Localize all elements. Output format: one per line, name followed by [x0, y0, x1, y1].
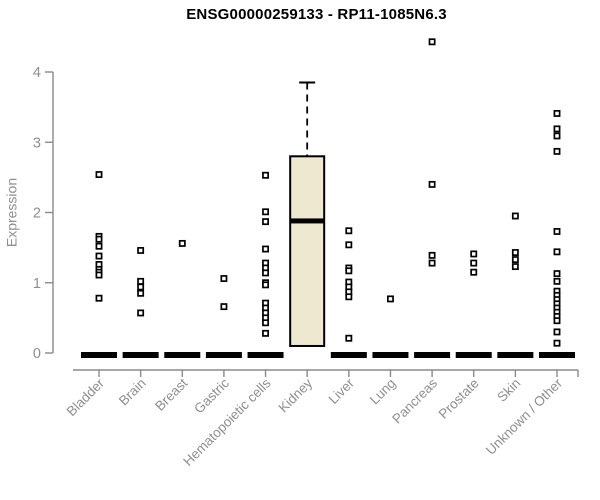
data-point	[220, 303, 228, 311]
data-point	[95, 271, 103, 279]
data-point	[345, 334, 353, 342]
data-point	[428, 251, 436, 259]
data-point	[553, 328, 561, 336]
data-point	[345, 267, 353, 275]
data-point	[470, 268, 478, 276]
zero-median-bar	[455, 352, 492, 358]
data-point	[553, 109, 561, 117]
data-point	[137, 277, 145, 285]
data-point	[262, 281, 269, 289]
data-point	[553, 147, 561, 155]
zero-median-bar	[122, 352, 159, 358]
data-point	[262, 319, 269, 327]
zero-median-bar	[164, 352, 201, 358]
y-axis-tick-label: 2	[33, 206, 41, 222]
zero-median-bar	[372, 352, 409, 358]
data-point	[137, 246, 145, 254]
data-point	[178, 239, 186, 247]
zero-median-bar	[330, 352, 367, 358]
data-point	[95, 294, 103, 302]
median-line	[290, 218, 325, 224]
data-point	[428, 38, 436, 46]
data-point	[511, 263, 519, 271]
data-point	[553, 125, 561, 133]
x-axis-category-label: Bladder	[64, 375, 108, 419]
data-point	[511, 256, 519, 264]
zero-median-bar	[247, 352, 284, 358]
y-axis-tick-label: 3	[33, 135, 41, 151]
data-point	[553, 317, 561, 325]
zero-median-bar	[539, 352, 575, 358]
zero-median-bar	[497, 352, 534, 358]
data-point	[95, 171, 103, 179]
y-axis-tick-label: 4	[33, 65, 41, 81]
y-axis-tick-label: 0	[33, 346, 41, 362]
data-point	[262, 245, 269, 253]
data-point	[345, 293, 353, 301]
data-point	[553, 270, 561, 278]
x-axis-category-label: Kidney	[276, 375, 316, 415]
data-point	[553, 248, 561, 256]
data-point	[553, 228, 561, 235]
data-point	[553, 339, 561, 347]
data-point	[95, 242, 103, 250]
x-axis-category-label: Breast	[152, 375, 190, 413]
x-axis-category-label: Skin	[494, 376, 523, 405]
data-point	[137, 309, 145, 317]
data-point	[137, 283, 145, 291]
data-point	[262, 269, 269, 277]
data-point	[470, 259, 478, 267]
zero-median-bar	[205, 352, 242, 358]
data-point	[220, 275, 228, 282]
data-point	[553, 277, 561, 285]
x-axis-category-label: Unknown / Other	[483, 375, 566, 458]
data-point	[95, 252, 103, 260]
data-point	[511, 249, 519, 256]
data-point	[428, 259, 436, 267]
x-axis-category-label: Prostate	[436, 376, 482, 422]
data-point	[345, 241, 353, 249]
data-point	[262, 329, 269, 337]
data-point	[428, 180, 436, 188]
zero-median-bar	[414, 352, 451, 358]
x-axis-category-label: Gastric	[191, 375, 232, 416]
data-point	[262, 208, 269, 216]
data-point	[262, 218, 269, 226]
data-point	[262, 171, 269, 179]
chart-title: ENSG00000259133 - RP11-1085N6.3	[186, 6, 447, 23]
data-point	[470, 250, 478, 258]
y-axis-tick-label: 1	[33, 276, 41, 292]
x-axis-category-label: Brain	[116, 376, 149, 409]
data-point	[137, 289, 145, 297]
x-axis-category-label: Liver	[326, 375, 358, 407]
x-axis-category-label: Lung	[367, 376, 399, 408]
data-point	[345, 227, 353, 235]
data-point	[95, 235, 103, 243]
data-point	[553, 132, 561, 140]
data-point	[511, 212, 519, 220]
zero-median-bar	[81, 352, 117, 358]
box	[289, 155, 326, 347]
x-axis-category-label: Pancreas	[389, 375, 440, 426]
data-point	[387, 295, 394, 303]
